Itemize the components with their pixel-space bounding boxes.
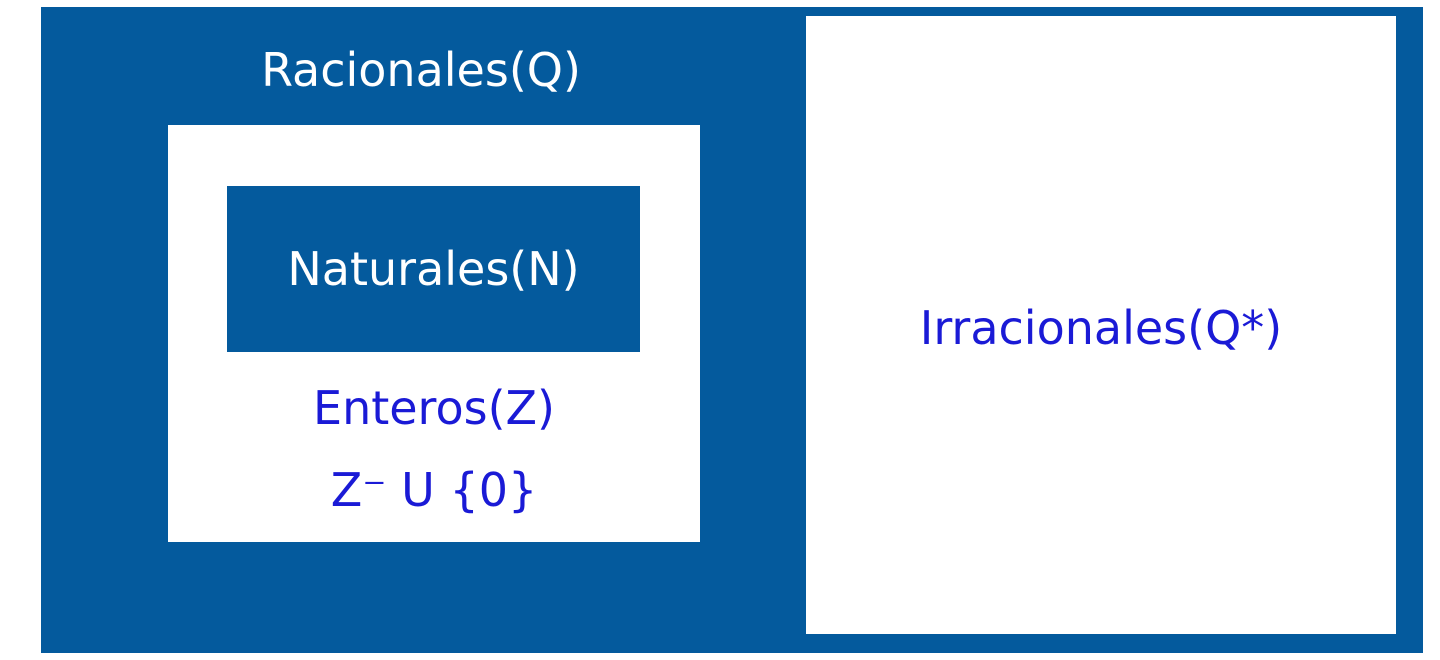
naturals-label: Naturales(N) <box>287 242 580 296</box>
naturals-set-region: Naturales(N) <box>227 186 640 352</box>
irrationals-label: Irracionales(Q*) <box>919 301 1283 355</box>
rationals-label: Racionales(Q) <box>261 43 581 97</box>
integers-sublabel: Z⁻ U {0} <box>330 463 538 517</box>
integers-label: Enteros(Z) <box>313 381 555 435</box>
irrationals-set-region <box>806 16 1396 634</box>
